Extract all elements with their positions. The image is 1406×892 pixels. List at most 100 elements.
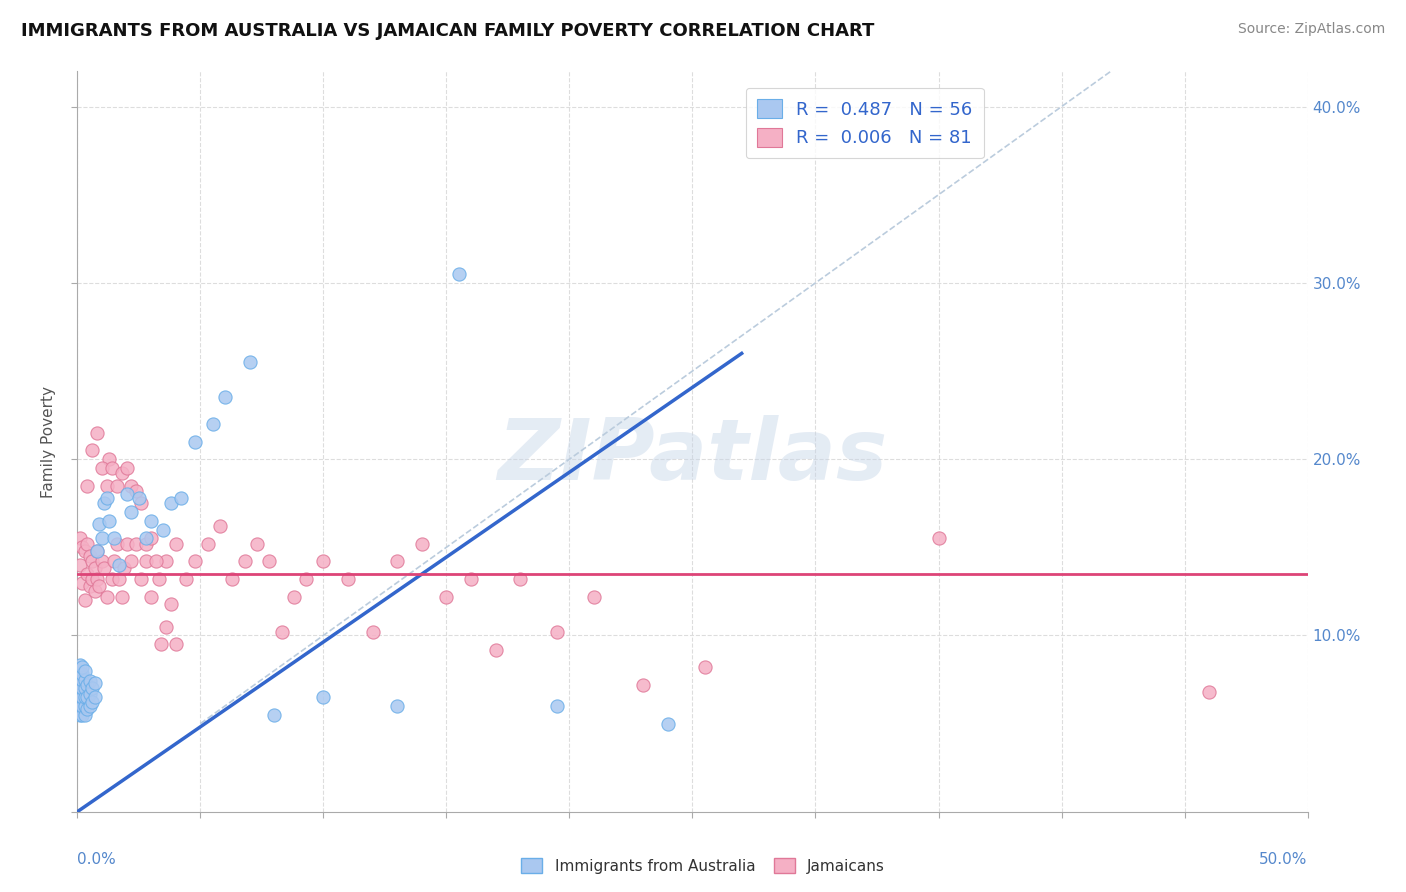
Point — [82, 695, 104, 709]
Point — [170, 491, 193, 505]
Point — [135, 537, 157, 551]
Point — [283, 590, 305, 604]
Point — [76, 690, 98, 705]
Point — [148, 572, 170, 586]
Point — [447, 267, 470, 281]
Point — [98, 452, 121, 467]
Point — [105, 537, 128, 551]
Point — [112, 561, 135, 575]
Point — [70, 698, 93, 713]
Point — [209, 519, 232, 533]
Point — [312, 690, 335, 705]
Point — [69, 658, 91, 673]
Text: IMMIGRANTS FROM AUSTRALIA VS JAMAICAN FAMILY POVERTY CORRELATION CHART: IMMIGRANTS FROM AUSTRALIA VS JAMAICAN FA… — [21, 22, 875, 40]
Point — [70, 690, 93, 705]
Point — [90, 554, 114, 568]
Point — [73, 707, 96, 722]
Point — [70, 707, 93, 722]
Point — [83, 690, 105, 705]
Point — [128, 491, 150, 505]
Legend: R =  0.487   N = 56, R =  0.006   N = 81: R = 0.487 N = 56, R = 0.006 N = 81 — [745, 87, 984, 158]
Point — [928, 532, 950, 546]
Point — [385, 698, 409, 713]
Point — [155, 619, 177, 633]
Point — [312, 554, 335, 568]
Legend: Immigrants from Australia, Jamaicans: Immigrants from Australia, Jamaicans — [515, 852, 891, 880]
Y-axis label: Family Poverty: Family Poverty — [41, 385, 56, 498]
Point — [69, 681, 91, 696]
Point — [93, 496, 115, 510]
Point — [263, 707, 285, 722]
Point — [121, 478, 143, 492]
Point — [83, 676, 105, 690]
Point — [233, 554, 256, 568]
Point — [150, 637, 173, 651]
Point — [485, 642, 508, 657]
Point — [693, 660, 716, 674]
Point — [145, 554, 167, 568]
Point — [239, 355, 262, 369]
Point — [73, 681, 96, 696]
Point — [135, 554, 157, 568]
Point — [165, 537, 187, 551]
Point — [90, 532, 114, 546]
Point — [125, 537, 148, 551]
Point — [83, 561, 105, 575]
Point — [105, 478, 128, 492]
Point — [184, 434, 207, 449]
Point — [70, 667, 93, 681]
Point — [73, 544, 96, 558]
Point — [135, 532, 157, 546]
Point — [79, 579, 101, 593]
Point — [96, 478, 118, 492]
Point — [70, 660, 93, 674]
Point — [69, 707, 91, 722]
Text: 50.0%: 50.0% — [1260, 853, 1308, 867]
Point — [89, 579, 111, 593]
Point — [82, 554, 104, 568]
Point — [90, 461, 114, 475]
Point — [141, 590, 163, 604]
Point — [385, 554, 409, 568]
Point — [70, 673, 93, 687]
Point — [69, 667, 91, 681]
Point — [76, 537, 98, 551]
Point — [98, 514, 121, 528]
Point — [411, 537, 433, 551]
Point — [101, 461, 124, 475]
Point — [115, 487, 138, 501]
Point — [509, 572, 531, 586]
Point — [460, 572, 482, 586]
Point — [155, 554, 177, 568]
Point — [115, 461, 138, 475]
Point — [76, 678, 98, 692]
Point — [214, 391, 236, 405]
Point — [657, 716, 679, 731]
Text: 0.0%: 0.0% — [77, 853, 117, 867]
Point — [73, 593, 96, 607]
Point — [70, 681, 93, 696]
Point — [111, 467, 132, 481]
Point — [121, 505, 143, 519]
Point — [86, 425, 108, 440]
Point — [221, 572, 243, 586]
Point — [129, 572, 153, 586]
Point — [96, 491, 118, 505]
Point — [76, 478, 98, 492]
Point — [108, 572, 131, 586]
Point — [73, 690, 96, 705]
Point — [73, 698, 96, 713]
Point — [129, 496, 153, 510]
Point — [103, 554, 125, 568]
Point — [96, 590, 118, 604]
Point — [73, 664, 96, 678]
Point — [246, 537, 269, 551]
Point — [259, 554, 281, 568]
Point — [111, 590, 132, 604]
Point — [174, 572, 197, 586]
Point — [1198, 685, 1220, 699]
Point — [93, 561, 115, 575]
Point — [69, 558, 91, 572]
Point — [152, 523, 174, 537]
Point — [86, 544, 108, 558]
